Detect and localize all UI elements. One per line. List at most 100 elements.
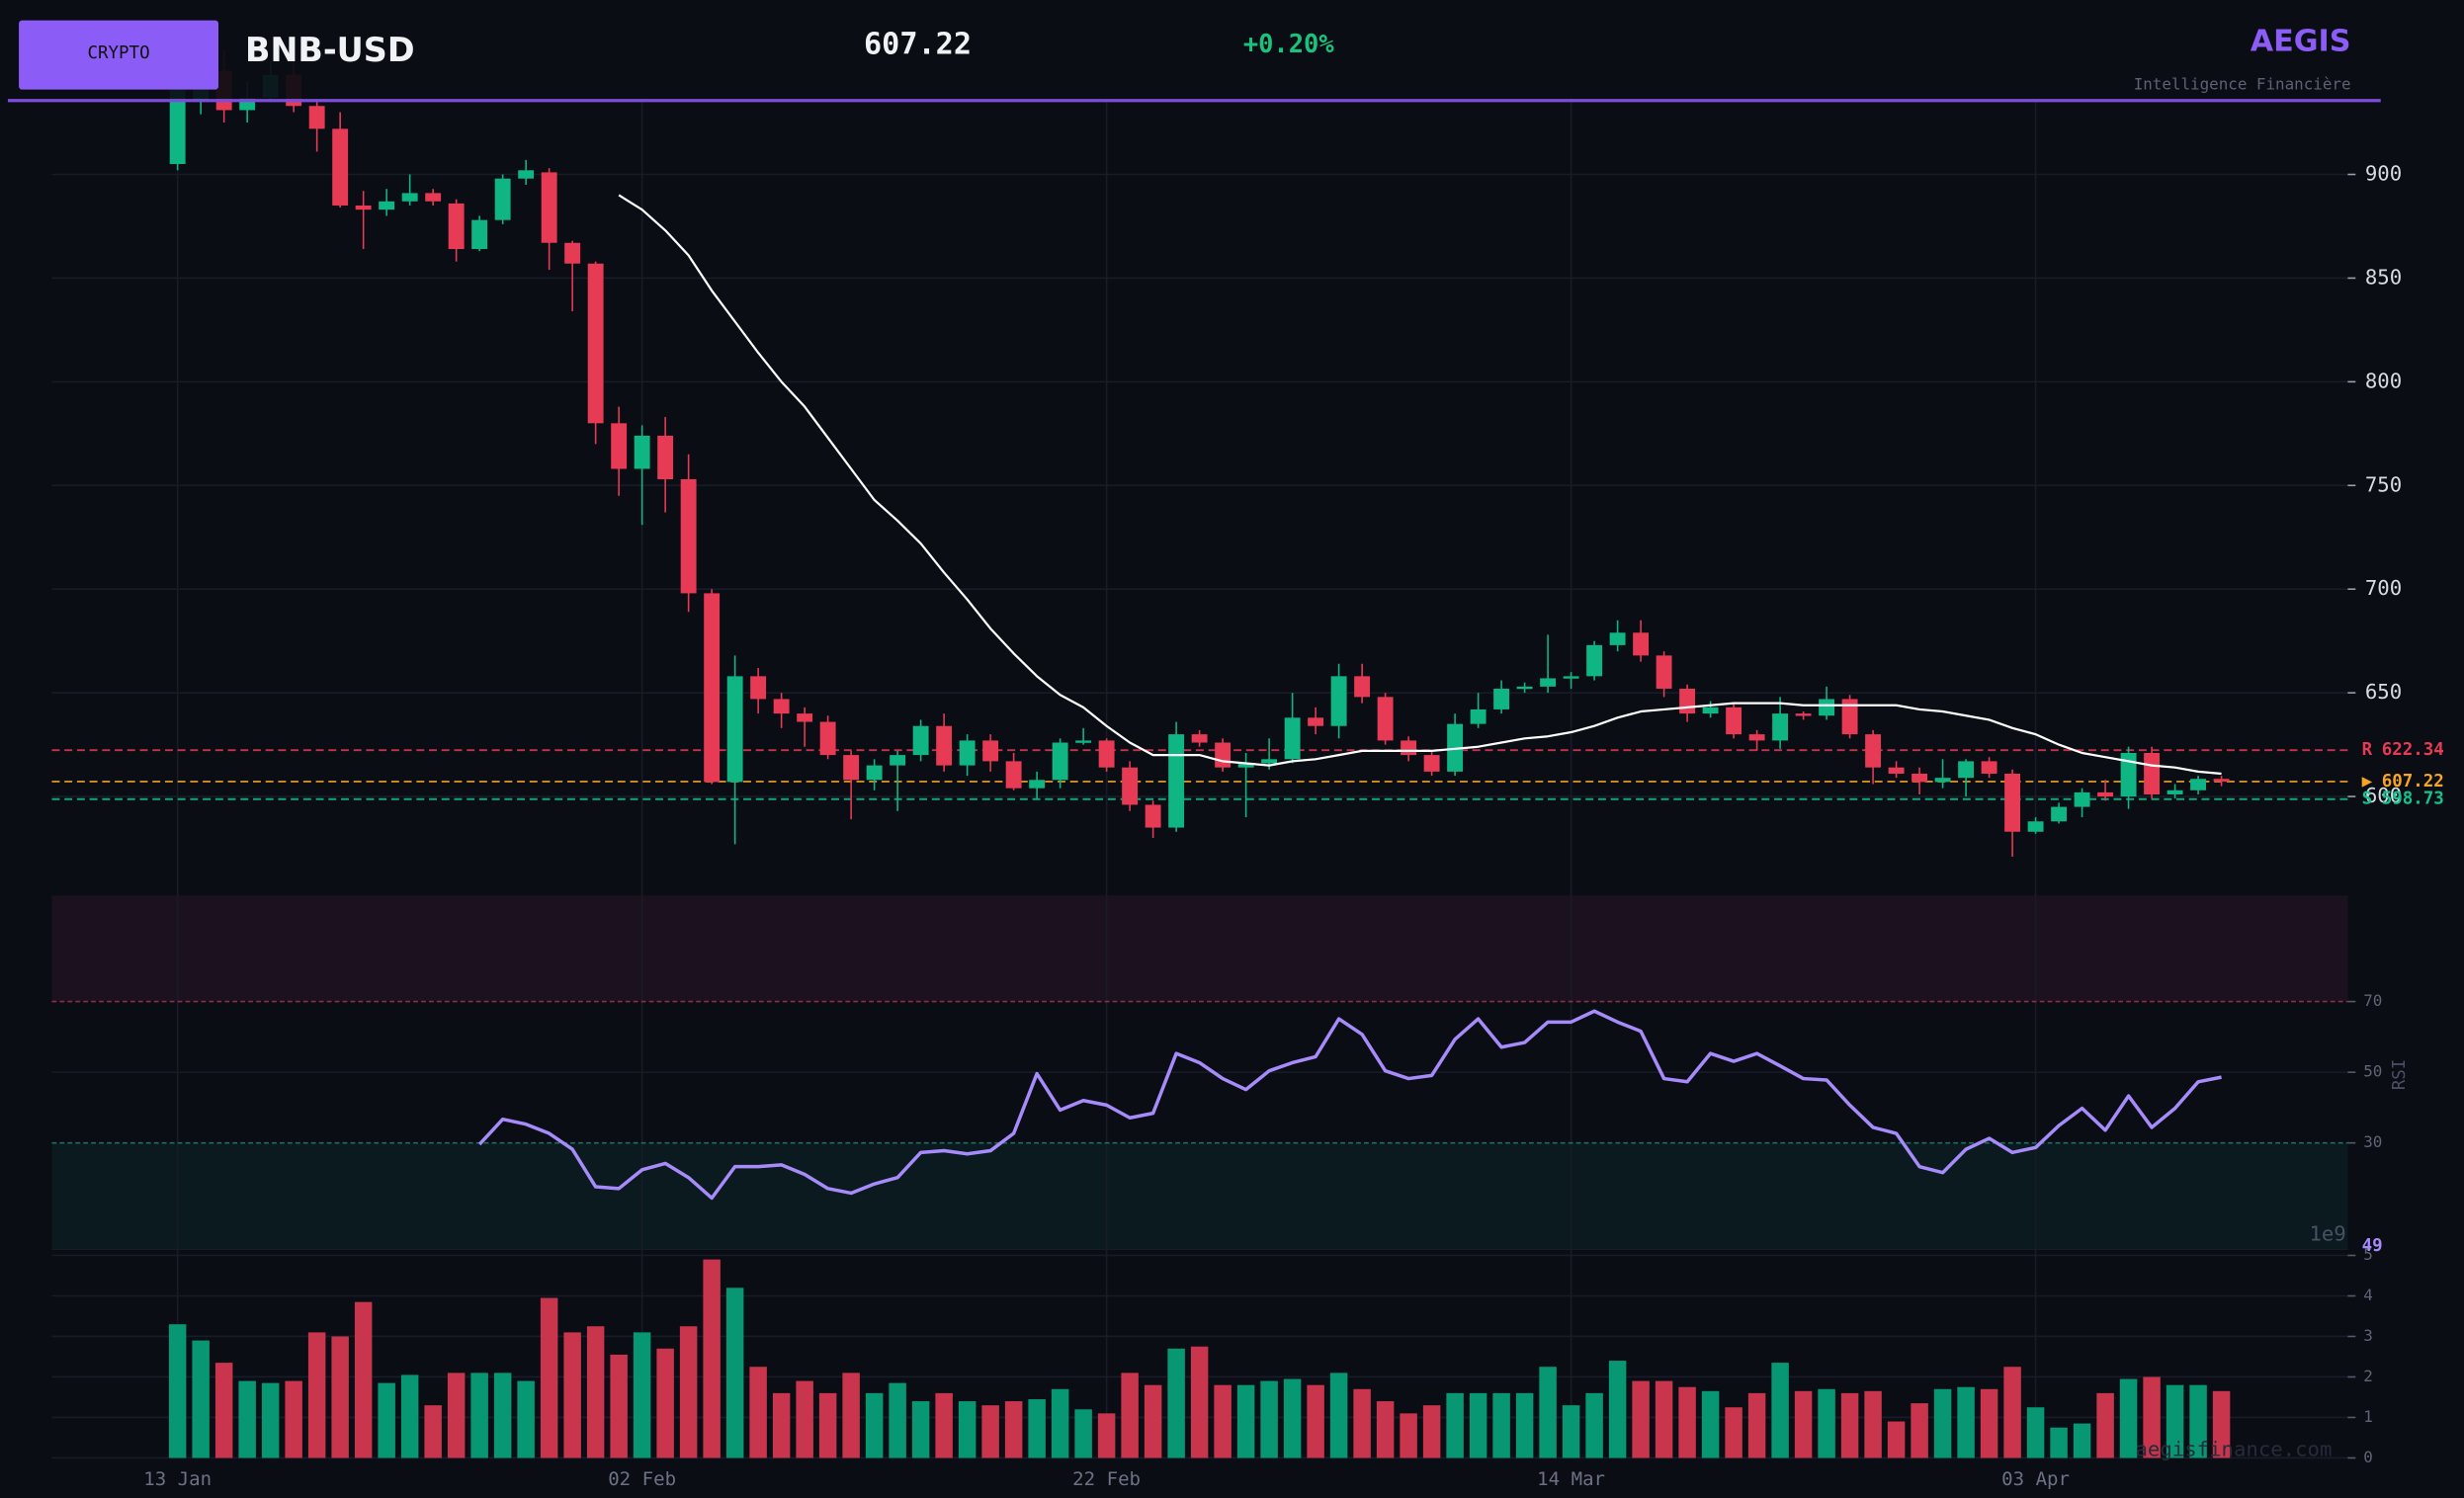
candle-body (1702, 707, 1719, 714)
candle-body (401, 193, 418, 202)
volume-bar (540, 1297, 558, 1458)
volume-bar (610, 1354, 628, 1458)
volume-bar (842, 1373, 860, 1458)
volume-bar (192, 1340, 210, 1458)
candle-body (2051, 806, 2068, 822)
candle-body (1772, 713, 1789, 741)
volume-bar (1097, 1413, 1116, 1458)
volume-tick-label: 4 (2363, 1286, 2373, 1304)
candle-body (2097, 791, 2114, 797)
volume-bar (2189, 1384, 2207, 1458)
candle-body (1912, 773, 1928, 783)
level-value: 598.73 (2382, 790, 2444, 809)
candle-body (2213, 779, 2230, 782)
volume-bar (1818, 1388, 1835, 1458)
volume-bar (2096, 1392, 2114, 1458)
rsi-line (477, 1009, 2222, 1201)
candle-body (797, 713, 813, 722)
candle-body (448, 203, 465, 250)
candle-body (1005, 761, 1022, 789)
candle-body (1656, 655, 1672, 689)
volume-bar (1794, 1390, 1813, 1458)
candle-body (1516, 686, 1533, 690)
x-tick-label: 03 Apr (2001, 1468, 2070, 1490)
volume-bar (470, 1373, 488, 1458)
volume-bar (1190, 1346, 1209, 1458)
badge-button[interactable] (19, 20, 218, 90)
candle-body (355, 205, 372, 210)
volume-bar (1329, 1373, 1348, 1458)
candle-body (425, 193, 442, 202)
volume-bar (981, 1405, 999, 1458)
volume-bar (911, 1401, 930, 1458)
volume-bar (261, 1382, 280, 1458)
volume-tick-label: 1 (2363, 1407, 2373, 1426)
volume-bar (703, 1259, 721, 1458)
header-bar (0, 0, 2464, 100)
candle-body (379, 201, 395, 210)
volume-bar (1655, 1380, 1673, 1458)
volume-bar (1608, 1361, 1627, 1458)
x-tick-label: 02 Feb (608, 1468, 676, 1490)
candle-body (1237, 763, 1254, 768)
volume-bar (935, 1392, 953, 1458)
volume-bar (1446, 1392, 1464, 1458)
volume-bar (1911, 1403, 1928, 1458)
volume-bar (1074, 1409, 1092, 1458)
brand: AEGIS (2251, 24, 2351, 58)
candle-body (1748, 734, 1765, 741)
candle-body (1122, 767, 1139, 805)
candle-body (1470, 708, 1487, 724)
volume-tick-label: 5 (2363, 1245, 2373, 1264)
volume-bar (1864, 1390, 1882, 1458)
candle-body (1354, 676, 1371, 698)
volume-bar (1771, 1363, 1789, 1458)
candle-body (750, 676, 767, 700)
rsi-tick-label: 30 (2363, 1132, 2382, 1151)
volume-bar (168, 1324, 187, 1458)
volume-bar (1562, 1405, 1580, 1458)
volume-bar (2026, 1407, 2045, 1458)
volume-bar (517, 1380, 535, 1458)
candle-body (587, 263, 604, 424)
candle-body (1726, 707, 1742, 735)
level-label: R 622.34 (2362, 740, 2444, 760)
volume-bar (331, 1336, 349, 1458)
volume-bar (796, 1380, 813, 1458)
rsi-tick-label: 70 (2363, 991, 2382, 1010)
volume-bar (1492, 1392, 1510, 1458)
sma-line (618, 194, 2222, 776)
volume-bar (1957, 1386, 1975, 1458)
volume-bar (1701, 1390, 1720, 1458)
candle-body (1586, 644, 1603, 677)
candle-body (657, 435, 674, 479)
candle-body (471, 219, 488, 250)
candle-body (1098, 740, 1115, 768)
level-label: S 598.73 (2362, 790, 2444, 809)
candle-body (1819, 699, 1835, 716)
candle-body (2144, 753, 2161, 794)
volume-bar (1539, 1367, 1557, 1458)
volume-bar (354, 1301, 373, 1458)
volume-bar (2003, 1367, 2021, 1458)
plot: 13 Jan 02 Feb 22 Feb 14 Mar 03 Apr6006507007… (51, 22, 2444, 1490)
volume-bar (586, 1326, 605, 1458)
badge-label[interactable]: CRYPTO (87, 43, 149, 63)
volume-offset: 1e9 (2309, 1222, 2345, 1246)
candle-body (1563, 676, 1579, 679)
volume-bar (285, 1380, 302, 1458)
volume-tick-label: 2 (2363, 1367, 2373, 1385)
volume-bar (238, 1380, 256, 1458)
candle-body (1795, 713, 1812, 716)
oversold-zone (51, 1142, 2348, 1249)
y-tick-label: 750 (2365, 472, 2402, 496)
volume-bar (1840, 1392, 1859, 1458)
volume-bar (1400, 1413, 1417, 1458)
volume-bar (1376, 1401, 1395, 1458)
volume-bar (656, 1348, 674, 1458)
watermark: aegisfinance.com (2135, 1438, 2332, 1461)
volume-bar (1422, 1405, 1441, 1458)
candle-body (1865, 734, 1882, 768)
y-tick-label: 800 (2365, 369, 2402, 392)
rsi-tick-label: 50 (2363, 1062, 2382, 1081)
